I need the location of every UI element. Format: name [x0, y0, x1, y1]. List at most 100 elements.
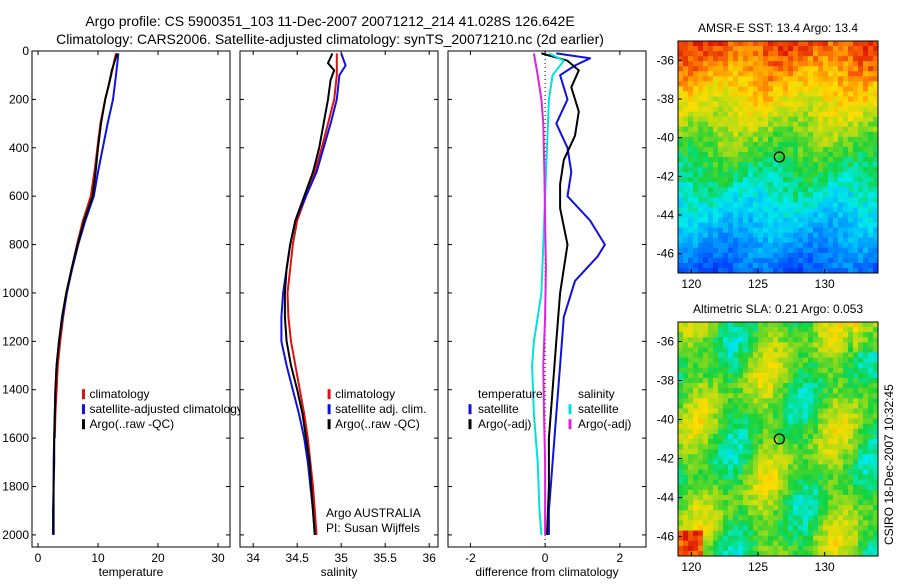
heatmap-cell	[728, 252, 734, 259]
heatmap-cell	[783, 439, 789, 445]
heatmap-cell	[683, 484, 689, 491]
heatmap-cell	[763, 449, 769, 455]
heatmap-cell	[823, 46, 829, 52]
heatmap-cell	[683, 157, 689, 163]
heatmap-cell	[703, 182, 709, 188]
heatmap-cell	[743, 469, 749, 476]
heatmap-cell	[738, 510, 744, 516]
heatmap-cell	[868, 262, 874, 269]
heatmap-cell	[753, 61, 759, 67]
heatmap-cell	[823, 86, 829, 92]
heatmap-cell	[858, 520, 864, 526]
heatmap-cell	[778, 337, 784, 343]
heatmap-cell	[843, 352, 849, 359]
heatmap-cell	[708, 187, 714, 193]
heatmap-cell	[848, 151, 854, 158]
heatmap-cell	[698, 474, 704, 481]
heatmap-cell	[863, 418, 869, 425]
heatmap-cell	[743, 247, 749, 254]
heatmap-cell	[723, 66, 729, 72]
heatmap-cell	[843, 111, 849, 118]
heatmap-cell	[713, 342, 719, 348]
heatmap-cell	[848, 101, 854, 107]
heatmap-cell	[763, 510, 769, 516]
heatmap-cell	[788, 530, 794, 537]
heatmap-cell	[873, 81, 879, 87]
heatmap-cell	[723, 242, 729, 249]
heatmap-cell	[783, 398, 789, 404]
heatmap-cell	[823, 454, 829, 460]
heatmap-cell	[723, 136, 729, 143]
heatmap-cell	[708, 525, 714, 531]
heatmap-cell	[863, 91, 869, 97]
heatmap-cell	[808, 252, 814, 259]
heatmap-cell	[868, 217, 874, 223]
heatmap-cell	[683, 342, 689, 348]
heatmap-cell	[713, 121, 719, 128]
heatmap-cell	[793, 505, 799, 511]
heatmap-cell	[733, 232, 739, 239]
heatmap-cell	[793, 262, 799, 269]
heatmap-cell	[678, 337, 684, 343]
heatmap-cell	[848, 56, 854, 62]
heatmap-cell	[843, 116, 849, 123]
heatmap-cell	[713, 367, 719, 374]
series-line-argo-raw-qc-	[52, 53, 119, 535]
heatmap-cell	[868, 111, 874, 118]
heatmap-cell	[738, 337, 744, 343]
heatmap-cell	[693, 510, 699, 516]
heatmap-cell	[868, 101, 874, 107]
heatmap-cell	[688, 177, 694, 183]
heatmap-cell	[783, 71, 789, 77]
heatmap-cell	[873, 41, 879, 47]
heatmap-cell	[858, 449, 864, 455]
heatmap-cell	[753, 474, 759, 481]
heatmap-cell	[863, 71, 869, 77]
heatmap-cell	[863, 222, 869, 229]
heatmap-cell	[818, 227, 824, 234]
heatmap-cell	[713, 56, 719, 62]
heatmap-cell	[808, 41, 814, 47]
heatmap-cell	[748, 56, 754, 62]
heatmap-cell	[683, 232, 689, 239]
heatmap-cell	[818, 56, 824, 62]
heatmap-cell	[848, 157, 854, 163]
heatmap-cell	[683, 116, 689, 123]
heatmap-cell	[798, 505, 804, 511]
heatmap-cell	[733, 403, 739, 409]
heatmap-cell	[838, 362, 844, 369]
heatmap-cell	[753, 242, 759, 249]
heatmap-cell	[823, 530, 829, 537]
heatmap-cell	[688, 76, 694, 82]
heatmap-cell	[798, 207, 804, 213]
heatmap-cell	[678, 362, 684, 369]
heatmap-cell	[833, 540, 839, 547]
heatmap-cell	[738, 61, 744, 67]
heatmap-cell	[688, 51, 694, 57]
heatmap-cell	[688, 247, 694, 254]
heatmap-cell	[833, 162, 839, 168]
heatmap-cell	[818, 530, 824, 537]
heatmap-cell	[798, 136, 804, 143]
heatmap-cell	[813, 505, 819, 511]
heatmap-cell	[873, 227, 879, 234]
heatmap-cell	[873, 202, 879, 208]
heatmap-cell	[728, 197, 734, 203]
heatmap-cell	[863, 530, 869, 537]
heatmap-cell	[713, 347, 719, 353]
heatmap-cell	[688, 157, 694, 163]
heatmap-cell	[698, 96, 704, 102]
heatmap-cell	[808, 525, 814, 531]
heatmap-cell	[743, 101, 749, 107]
heatmap-cell	[768, 510, 774, 516]
heatmap-cell	[788, 469, 794, 476]
heatmap-cell	[708, 408, 714, 414]
heatmap-cell	[808, 545, 814, 552]
heatmap-cell	[808, 383, 814, 389]
heatmap-cell	[858, 202, 864, 208]
heatmap-cell	[708, 337, 714, 343]
heatmap-cell	[828, 510, 834, 516]
salinity-xtick-label: 36	[423, 551, 437, 565]
heatmap-cell	[838, 192, 844, 198]
heatmap-cell	[843, 337, 849, 343]
